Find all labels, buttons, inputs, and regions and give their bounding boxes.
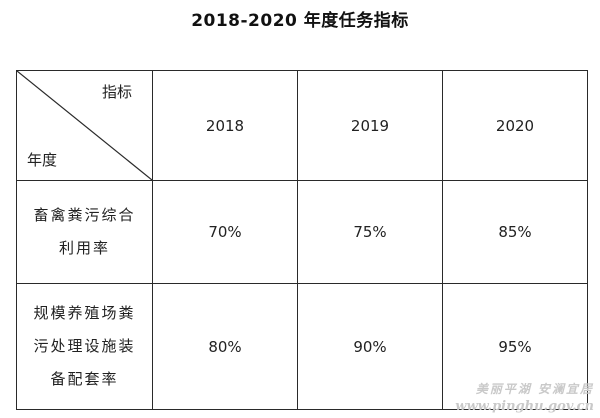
row-label-manure-utilization: 畜禽粪污综合 利用率 <box>16 180 153 284</box>
table-header-row: 指标 年度 2018 2019 2020 <box>16 70 588 181</box>
page-title: 2018-2020 年度任务指标 <box>191 11 409 31</box>
watermark-url: www.pinghu.gov.cn <box>455 399 594 414</box>
row-label-line: 规模养殖场粪 <box>33 304 136 322</box>
row-label-line: 畜禽粪污综合 <box>33 206 136 224</box>
value-cell: 85% <box>442 180 588 284</box>
row-label-line: 污处理设施装 <box>33 337 136 355</box>
year-header-2018: 2018 <box>152 70 298 181</box>
row-label-line: 利用率 <box>58 239 110 257</box>
year-header-2020: 2020 <box>442 70 588 181</box>
value-cell: 90% <box>297 283 443 410</box>
value-cell: 70% <box>152 180 298 284</box>
value-cell: 80% <box>152 283 298 410</box>
table-row: 畜禽粪污综合 利用率 70% 75% 85% <box>16 180 588 284</box>
row-label-line: 备配套率 <box>50 370 119 388</box>
table-row: 规模养殖场粪 污处理设施装 备配套率 80% 90% 95% <box>16 283 588 410</box>
site-watermark: 美丽平湖 安澜宜居 www.pinghu.gov.cn <box>455 380 594 416</box>
table-corner-cell: 指标 年度 <box>16 70 153 181</box>
corner-year-label: 年度 <box>27 151 58 169</box>
value-cell: 95% <box>442 283 588 410</box>
diagonal-divider <box>17 71 152 180</box>
corner-indicator-label: 指标 <box>101 83 132 101</box>
task-indicator-table: 指标 年度 2018 2019 2020 畜禽粪污综合 利用率 70% 75% … <box>16 70 588 410</box>
value-cell: 75% <box>297 180 443 284</box>
watermark-slogan: 美丽平湖 安澜宜居 <box>475 382 594 396</box>
row-label-facility-rate: 规模养殖场粪 污处理设施装 备配套率 <box>16 283 153 410</box>
year-header-2019: 2019 <box>297 70 443 181</box>
